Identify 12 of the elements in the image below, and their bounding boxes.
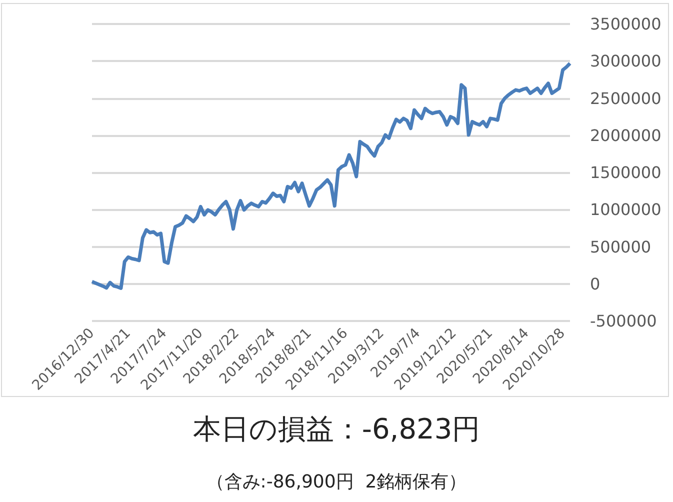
- line-series: [90, 62, 572, 290]
- text: 本日の損益：-6,823円: [192, 412, 480, 446]
- y-tick-label: 2000000: [590, 126, 662, 145]
- y-tick-label: 0: [590, 274, 600, 294]
- y-tick-label: 3000000: [590, 52, 662, 71]
- y-tick-label: -500000: [590, 312, 657, 330]
- y-tick-label: 500000: [590, 237, 652, 256]
- text: （含み:-86,900円 2銘柄保有）: [206, 472, 467, 492]
- y-tick-label: 2500000: [590, 88, 662, 108]
- y-tick-label: 1500000: [590, 163, 662, 182]
- y-tick-label: 3500000: [590, 14, 662, 34]
- y-tick-label: 1000000: [590, 200, 662, 220]
